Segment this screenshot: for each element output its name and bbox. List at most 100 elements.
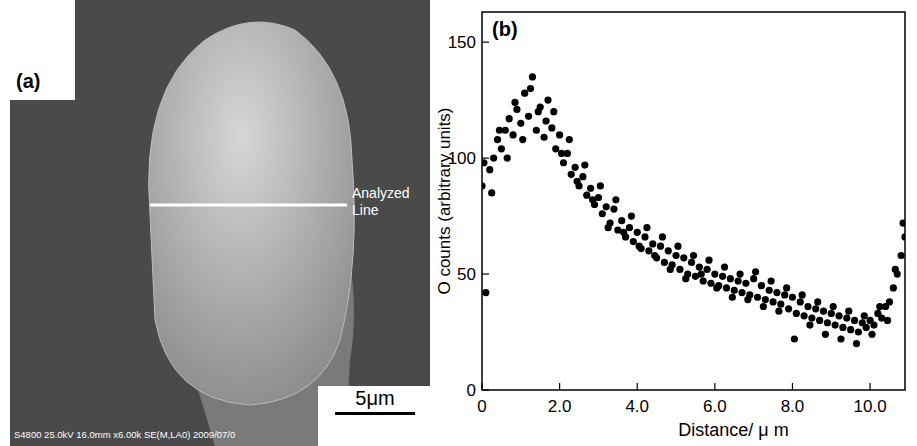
x-tick (637, 383, 638, 390)
y-tick (482, 273, 489, 274)
data-point (736, 270, 743, 277)
data-point (847, 326, 854, 333)
data-point (890, 284, 897, 291)
panel-label: (a) (16, 70, 40, 92)
data-point (482, 159, 488, 166)
data-point (868, 331, 875, 338)
data-point (861, 312, 868, 319)
data-point (605, 224, 612, 231)
plot-frame (482, 12, 905, 390)
data-point (587, 185, 594, 192)
y-tick (482, 42, 489, 43)
data-point (573, 178, 580, 185)
data-point (738, 289, 745, 296)
y-tick-label: 150 (448, 33, 476, 52)
data-point (488, 189, 495, 196)
data-point (572, 164, 579, 171)
data-point (634, 229, 641, 236)
data-point (521, 90, 528, 97)
data-point (612, 196, 619, 203)
data-point (799, 291, 806, 298)
data-point (899, 219, 905, 226)
data-point (705, 257, 712, 264)
data-point (752, 268, 759, 275)
data-point (828, 310, 835, 317)
y-tick (482, 157, 489, 158)
data-point (769, 298, 776, 305)
y-tick (482, 389, 489, 390)
data-point (837, 335, 844, 342)
data-point (791, 335, 798, 342)
data-point (556, 131, 563, 138)
data-point (870, 321, 877, 328)
sem-panel: AnalyzedLine(a)S4800 25.0kV 16.0mm x6.00… (10, 0, 430, 446)
data-point (835, 312, 842, 319)
data-point (603, 203, 610, 210)
data-point (698, 270, 705, 277)
data-point (707, 280, 714, 287)
annotation-line: Analyzed (352, 185, 410, 201)
data-point (529, 73, 536, 80)
data-point (550, 108, 557, 115)
data-point (797, 298, 804, 305)
data-point (535, 108, 542, 115)
data-point (643, 224, 650, 231)
data-point (581, 161, 588, 168)
data-point (688, 259, 695, 266)
data-point (509, 131, 516, 138)
data-point (618, 217, 625, 224)
data-point (682, 275, 689, 282)
data-point (486, 166, 493, 173)
data-point (525, 113, 532, 120)
data-point (597, 182, 604, 189)
data-point (853, 340, 860, 347)
data-point (781, 291, 788, 298)
data-point (628, 212, 635, 219)
data-point (824, 319, 831, 326)
data-point (544, 97, 551, 104)
data-point (620, 229, 627, 236)
data-point (696, 263, 703, 270)
data-point (599, 210, 606, 217)
data-point (727, 275, 734, 282)
data-point (630, 238, 637, 245)
data-point (548, 124, 555, 131)
data-point (777, 301, 784, 308)
data-point (517, 120, 524, 127)
data-point (583, 192, 590, 199)
x-tick (481, 383, 482, 390)
data-point (812, 305, 819, 312)
x-tick (714, 383, 715, 390)
data-point (876, 303, 883, 310)
data-point (804, 303, 811, 310)
data-point (511, 99, 518, 106)
data-point (533, 127, 540, 134)
data-point (735, 277, 742, 284)
data-point (793, 310, 800, 317)
data-point (820, 308, 827, 315)
data-point (731, 287, 738, 294)
data-point (626, 224, 633, 231)
data-point (785, 305, 792, 312)
fiber-face (149, 22, 355, 405)
data-point (754, 294, 761, 301)
data-point (719, 273, 726, 280)
data-point (898, 252, 905, 259)
data-point (843, 315, 850, 322)
data-point (768, 277, 775, 284)
sem-background (10, 0, 430, 446)
y-tick-label: 0 (467, 381, 476, 400)
data-point (659, 233, 666, 240)
panel-label: (b) (492, 18, 518, 40)
data-point (674, 243, 681, 250)
data-point (676, 266, 683, 273)
data-point (540, 134, 547, 141)
sem-info: S4800 25.0kV 16.0mm x6.00k SE(M,LA0) 200… (14, 429, 235, 440)
y-axis-title: O counts (arbitrary units) (435, 107, 454, 294)
data-point (610, 206, 617, 213)
data-point (527, 85, 534, 92)
data-point (721, 263, 728, 270)
x-tick-label: 4.0 (625, 397, 649, 416)
data-point (884, 317, 891, 324)
x-tick-label: 6.0 (703, 397, 727, 416)
